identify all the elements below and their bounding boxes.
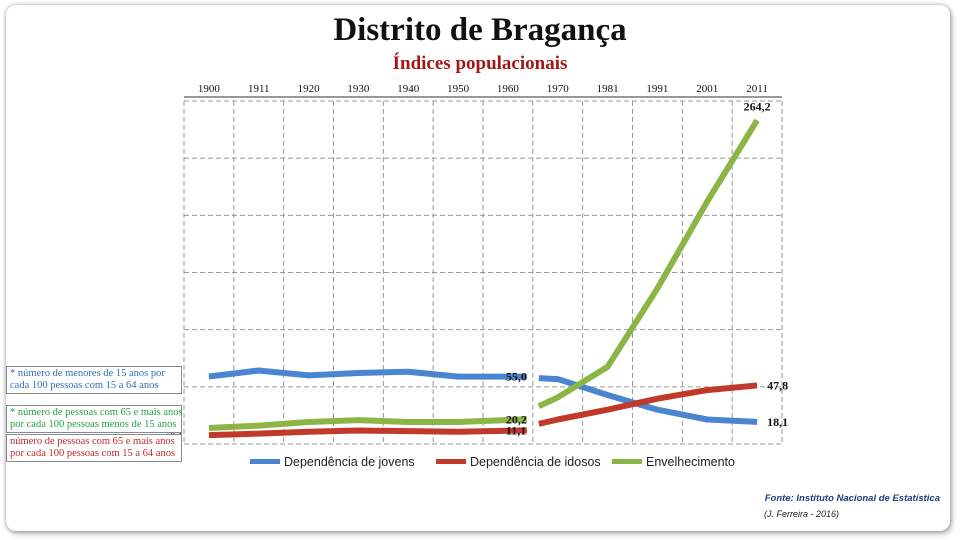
data-label: 11,1 (506, 423, 526, 437)
x-tick-label: 1900 (198, 83, 221, 95)
note-line: * número de pessoas com 65 e mais anos (10, 407, 183, 418)
x-tick-label: 1991 (646, 83, 668, 95)
data-label: 55,0 (506, 370, 527, 384)
note-envelhecimento: * número de pessoas com 65 e mais anos p… (6, 405, 183, 433)
author-note: (J. Ferreira - 2016) (764, 509, 840, 519)
series-line-jovens (208, 367, 527, 380)
x-tick-label: 1970 (547, 83, 570, 95)
data-label: 20,2 (506, 412, 527, 426)
legend-item-envelhecimento: Envelhecimento (612, 455, 735, 469)
note-line: * número de menores de 15 anos por (10, 368, 165, 379)
series-line-envelhecimento (537, 118, 760, 409)
x-tick-label: 1981 (597, 83, 619, 95)
note-line: por cada 100 pessoas menos de 15 anos (10, 419, 177, 430)
note-line: por cada 100 pessoas com 15 a 64 anos (10, 448, 176, 459)
x-tick-label: 2001 (696, 83, 718, 95)
x-tick-label: 1950 (447, 83, 470, 95)
note-dependencia-jovens: * número de menores de 15 anos por cada … (6, 366, 182, 394)
x-tick-label: 2011 (746, 83, 768, 95)
legend-swatch (436, 459, 466, 465)
data-label: 18,1 (767, 415, 788, 429)
legend-item-idosos: Dependência de idosos (436, 455, 601, 469)
note-line: número de pessoas com 65 e mais anos (10, 436, 175, 447)
legend-label: Envelhecimento (646, 455, 735, 469)
chart-title: Distrito de Bragança (333, 12, 627, 48)
series-line-idosos (208, 427, 527, 439)
legend-label: Dependência de jovens (284, 455, 415, 469)
x-tick-label: 1940 (397, 83, 420, 95)
legend-item-jovens: Dependência de jovens (250, 455, 415, 469)
x-tick-label: 1911 (248, 83, 270, 95)
series-line-idosos (538, 382, 758, 427)
x-tick-label: 1920 (298, 83, 321, 95)
note-dependencia-idosos: número de pessoas com 65 e mais anos por… (6, 434, 182, 462)
chart-subtitle: Índices populacionais (392, 53, 568, 74)
x-tick-label: 1930 (347, 83, 370, 95)
data-label: 264,2 (744, 99, 771, 113)
source-note: Fonte: Instituto Nacional de Estatística (764, 493, 940, 504)
legend-swatch (612, 459, 642, 465)
note-line: cada 100 pessoas com 15 a 64 anos (10, 380, 159, 391)
x-tick-label: 1960 (497, 83, 520, 95)
legend-label: Dependência de idosos (470, 455, 601, 469)
series-line-envelhecimento (208, 416, 527, 431)
legend-swatch (250, 459, 280, 465)
data-label: 47,8 (767, 378, 788, 392)
